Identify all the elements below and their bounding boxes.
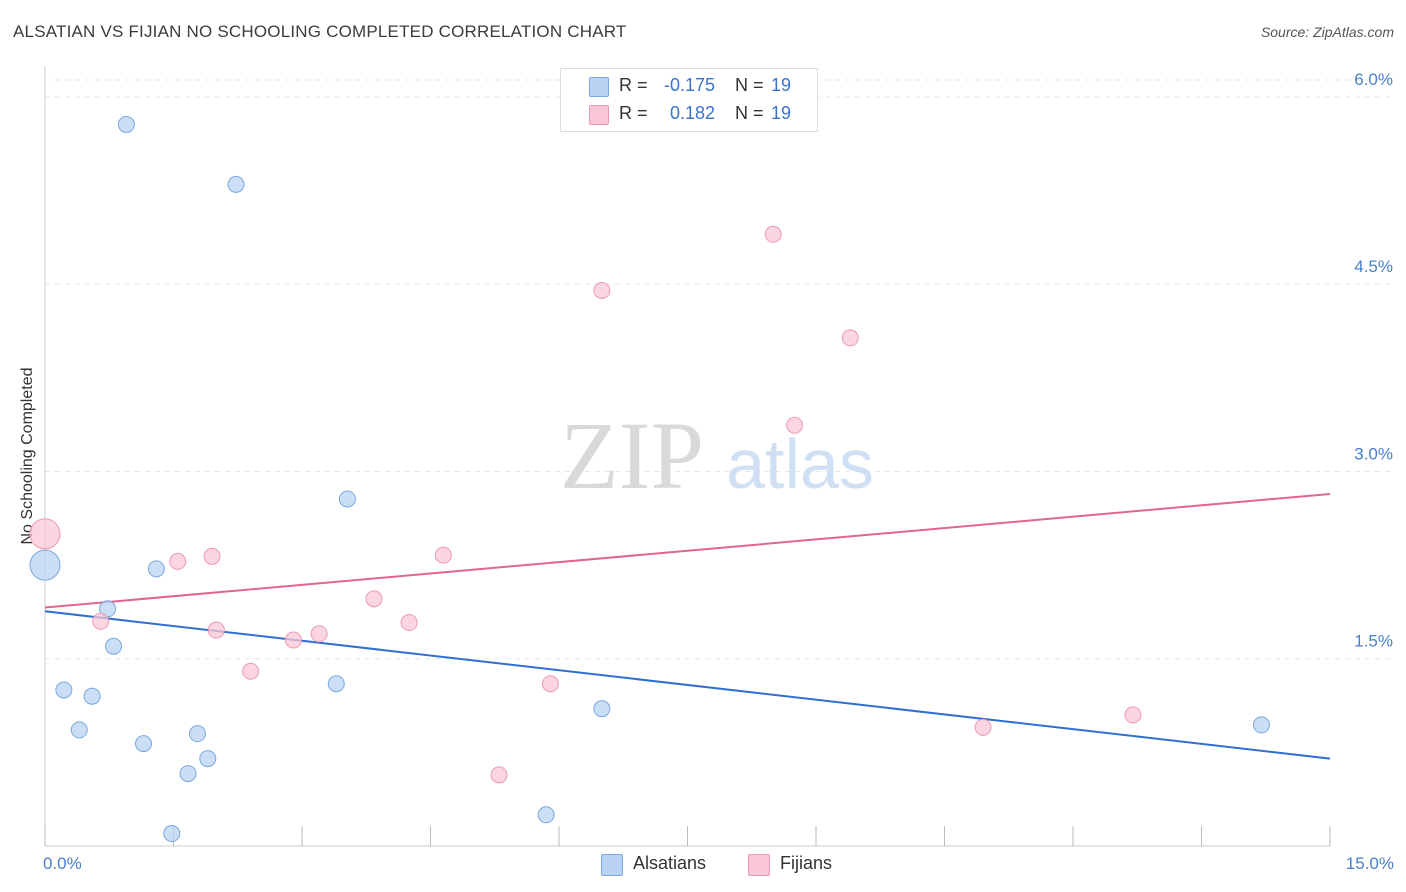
y-tick-label: 6.0% bbox=[1354, 70, 1393, 89]
correlation-legend: R = -0.175 N = 19 R = 0.182 N = 19 bbox=[560, 68, 818, 132]
fijians-point bbox=[169, 552, 187, 570]
fijians-point bbox=[284, 631, 302, 649]
alsatians-point bbox=[29, 549, 61, 581]
alsatians-point bbox=[83, 687, 101, 705]
grid-lines bbox=[45, 79, 1390, 660]
y-tick-label: 1.5% bbox=[1354, 632, 1393, 651]
data-points bbox=[29, 115, 1270, 843]
alsatians-point bbox=[593, 700, 611, 718]
legend-row-fijians: R = 0.182 N = 19 bbox=[561, 100, 817, 128]
legend-n-value: 19 bbox=[771, 103, 792, 123]
fijians-point bbox=[400, 614, 418, 632]
watermark: ZIP atlas bbox=[560, 402, 874, 509]
y-tick-label: 4.5% bbox=[1354, 257, 1393, 276]
fijians-point bbox=[434, 546, 452, 564]
x-tick-label: 15.0% bbox=[1346, 854, 1394, 873]
alsatians-point bbox=[70, 721, 88, 739]
fijians-point bbox=[841, 329, 859, 347]
legend-r-value: 0.182 bbox=[669, 103, 715, 123]
legend-r-value: -0.175 bbox=[663, 75, 715, 95]
alsatians-point bbox=[1252, 716, 1270, 734]
alsatians-point bbox=[147, 560, 165, 578]
fijians-point bbox=[203, 547, 221, 565]
chart-title: ALSATIAN VS FIJIAN NO SCHOOLING COMPLETE… bbox=[13, 22, 627, 41]
alsatians-point bbox=[327, 675, 345, 693]
x-tick-label: 0.0% bbox=[43, 854, 82, 873]
alsatians-point bbox=[117, 115, 135, 133]
fijians-point bbox=[1124, 706, 1142, 724]
alsatians-point bbox=[188, 725, 206, 743]
legend-row-alsatians: R = -0.175 N = 19 bbox=[561, 72, 817, 100]
legend-r-label: R = bbox=[619, 75, 648, 95]
fijians-point bbox=[29, 518, 61, 550]
axes bbox=[44, 66, 1331, 847]
series-legend: Alsatians Fijians bbox=[0, 852, 1406, 878]
series-name-alsatians: Alsatians bbox=[633, 853, 707, 873]
alsatians-trend-line bbox=[44, 610, 1331, 760]
legend-n-label: N = bbox=[735, 103, 764, 123]
series-name-fijians: Fijians bbox=[780, 853, 833, 873]
legend-r-label: R = bbox=[619, 103, 648, 123]
fijians-point bbox=[593, 281, 611, 299]
series-swatch-alsatians bbox=[601, 854, 623, 876]
watermark-atlas: atlas bbox=[726, 425, 874, 503]
legend-swatch-fijians bbox=[589, 105, 609, 125]
watermark-zip: ZIP bbox=[560, 402, 704, 509]
legend-n-value: 19 bbox=[771, 75, 792, 95]
trend-lines bbox=[44, 492, 1331, 760]
source-credit: Source: ZipAtlas.com bbox=[1260, 24, 1394, 40]
fijians-point bbox=[242, 662, 260, 680]
alsatians-point bbox=[227, 175, 245, 193]
alsatians-point bbox=[338, 490, 356, 508]
alsatians-point bbox=[199, 750, 217, 768]
fijians-point bbox=[365, 590, 383, 608]
legend-swatch-alsatians bbox=[589, 77, 609, 97]
fijians-point bbox=[490, 766, 508, 784]
fijians-point bbox=[764, 225, 782, 243]
series-swatch-fijians bbox=[748, 854, 770, 876]
fijians-point bbox=[310, 625, 328, 643]
alsatians-point bbox=[55, 681, 73, 699]
alsatians-point bbox=[163, 825, 181, 843]
fijians-trend-line bbox=[44, 492, 1331, 609]
fijians-point bbox=[541, 675, 559, 693]
alsatians-point bbox=[537, 806, 555, 824]
alsatians-point bbox=[105, 637, 123, 655]
alsatians-point bbox=[179, 765, 197, 783]
fijians-point bbox=[92, 612, 110, 630]
y-tick-label: 3.0% bbox=[1354, 444, 1393, 463]
fijians-point bbox=[207, 621, 225, 639]
alsatians-point bbox=[135, 735, 153, 753]
fijians-point bbox=[974, 718, 992, 736]
fijians-point bbox=[786, 416, 804, 434]
tick-labels: 1.5% 3.0% 4.5% 6.0% 0.0% 15.0% bbox=[43, 70, 1394, 873]
legend-n-label: N = bbox=[735, 75, 764, 95]
